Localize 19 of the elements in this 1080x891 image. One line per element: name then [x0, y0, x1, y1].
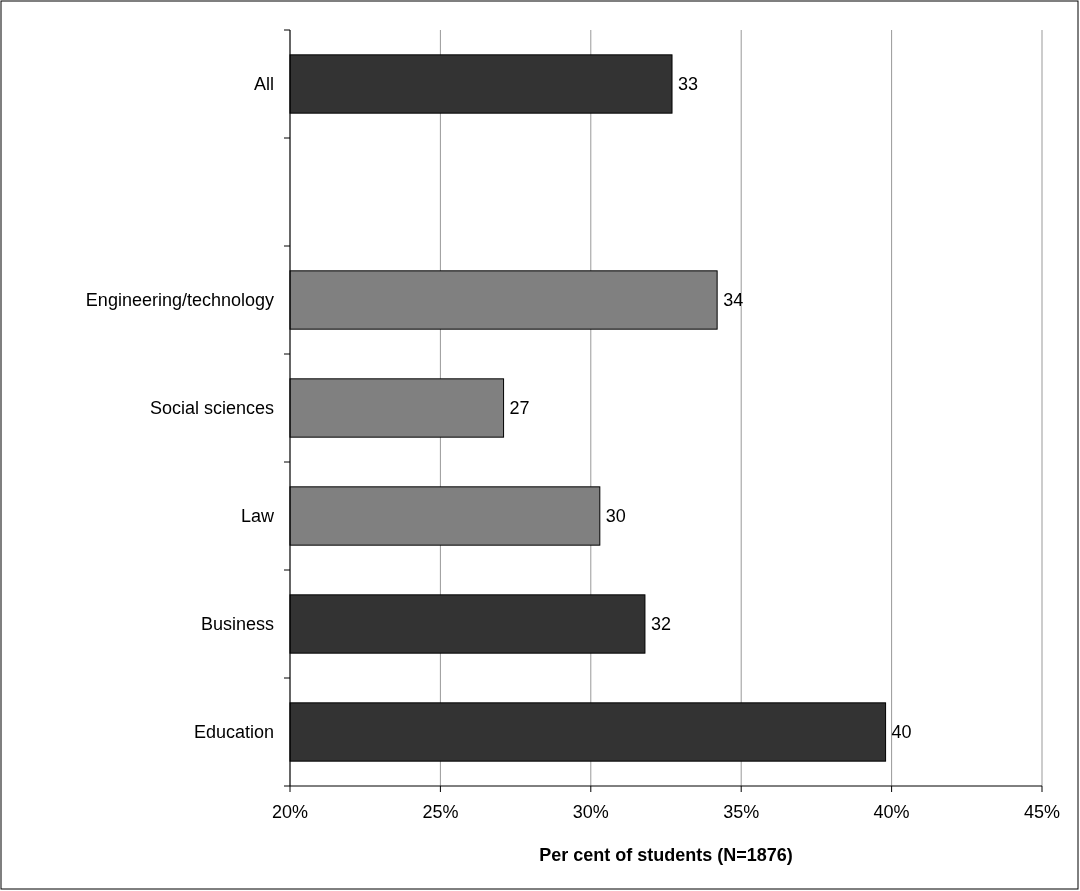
x-tick-label: 40% — [873, 802, 910, 822]
data-label: 33 — [678, 74, 699, 95]
x-tick-label: 45% — [1023, 802, 1061, 822]
y-tick-label: Law — [240, 506, 275, 527]
data-label: 30 — [605, 506, 626, 527]
x-tick-label: 25% — [422, 802, 459, 822]
x-tick-label: 20% — [271, 802, 309, 822]
x-axis-title: Per cent of students (N=1876) — [539, 845, 793, 865]
y-tick-label: Engineering/technology — [85, 290, 274, 311]
data-label: 27 — [509, 398, 530, 419]
y-tick-label: Social sciences — [149, 398, 274, 419]
data-label: 40 — [891, 722, 912, 743]
x-tick-label: 30% — [572, 802, 609, 822]
y-tick-label: Business — [200, 614, 274, 635]
y-tick-label: All — [253, 74, 274, 95]
data-label: 32 — [650, 614, 671, 635]
data-label: 34 — [723, 290, 744, 311]
x-tick-label: 35% — [723, 802, 760, 822]
y-tick-label: Education — [193, 722, 274, 743]
